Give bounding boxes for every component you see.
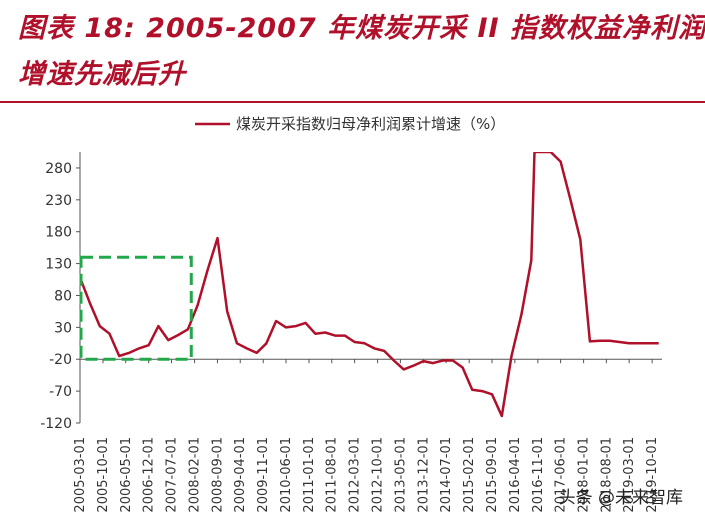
y-tick-label: 280 <box>45 161 72 177</box>
y-tick-label: -70 <box>49 384 72 400</box>
x-tick-label: 2018-08-01 <box>599 437 614 513</box>
x-tick-label: 2008-02-01 <box>188 437 203 513</box>
x-tick-label: 2011-01-01 <box>302 437 317 513</box>
y-tick-label: 30 <box>54 320 72 336</box>
x-tick-label: 2009-04-01 <box>233 437 248 513</box>
x-tick-label: 2019-03-01 <box>622 437 637 513</box>
y-tick-label: 180 <box>45 225 72 241</box>
y-tick-label: 130 <box>45 257 72 273</box>
x-tick-label: 2008-09-01 <box>210 437 225 513</box>
y-tick-label: -20 <box>49 352 72 368</box>
chart-title-line-1: 图表 18: 2005-2007 年煤炭开采 II 指数权益净利润 <box>18 13 705 44</box>
legend: 煤炭开采指数归母净利润累计增速（%） <box>195 115 505 133</box>
x-tick-label: 2015-09-01 <box>485 437 500 513</box>
x-tick-label: 2014-07-01 <box>439 437 454 513</box>
y-tick-label: -120 <box>40 416 72 432</box>
x-tick-label: 2012-03-01 <box>348 437 363 513</box>
annotation-layer <box>79 255 193 361</box>
x-tick-label: 2010-06-01 <box>279 437 294 513</box>
x-tick-label: 2012-10-01 <box>371 437 386 513</box>
highlight-dashed-box <box>79 255 193 361</box>
x-tick-label: 2013-05-01 <box>393 437 408 513</box>
title-rule <box>0 101 705 103</box>
x-tick-label: 2005-10-01 <box>96 437 111 513</box>
y-tick-label: 230 <box>45 193 72 209</box>
x-tick-label: 2006-05-01 <box>119 437 134 513</box>
x-tick-label: 2016-11-01 <box>531 437 546 513</box>
axes <box>79 152 662 423</box>
x-tick-label: 2015-02-01 <box>462 437 477 513</box>
chart-title: 图表 18: 2005-2007 年煤炭开采 II 指数权益净利润 增速先减后升 <box>18 6 705 98</box>
x-axis-ticks: 2005-03-01 2005-10-01 2006-05-01 2006-12-01… <box>73 359 660 513</box>
series-layer <box>80 152 659 418</box>
x-tick-label: 2019-10-01 <box>645 437 660 513</box>
x-tick-label: 2005-03-01 <box>73 437 88 513</box>
x-tick-label: 2013-12-01 <box>416 437 431 513</box>
series-line <box>80 152 659 418</box>
x-tick-label: 2017-06-01 <box>554 437 569 513</box>
watermark: 头条 @未来智库 <box>558 488 683 508</box>
y-tick-label: 80 <box>54 288 72 304</box>
legend-label: 煤炭开采指数归母净利润累计增速（%） <box>236 115 505 133</box>
x-tick-label: 2016-04-01 <box>508 437 523 513</box>
x-tick-label: 2007-07-01 <box>165 437 180 513</box>
x-tick-label: 2009-11-01 <box>256 437 271 513</box>
x-tick-label: 2006-12-01 <box>142 437 157 513</box>
chart-title-line-2: 增速先减后升 <box>18 59 186 90</box>
y-axis-ticks: -120 -70 -20 30 80 130 180 230 280 <box>40 161 80 432</box>
x-tick-label: 2011-08-01 <box>325 437 340 513</box>
x-tick-label: 2018-01-01 <box>577 437 592 513</box>
